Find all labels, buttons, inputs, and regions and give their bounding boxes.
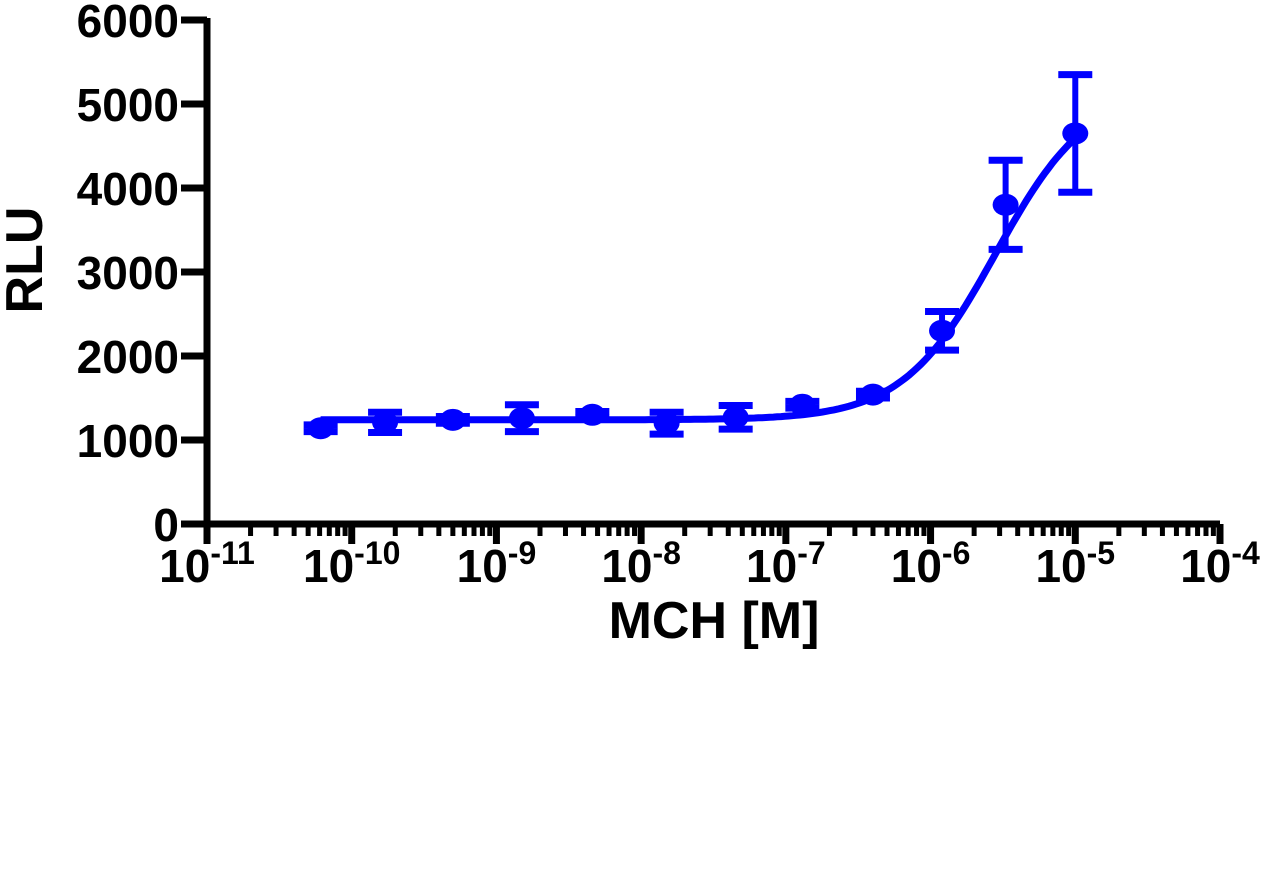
y-tick-label: 6000: [77, 0, 179, 47]
data-point: [988, 156, 1023, 253]
data-marker: [859, 383, 886, 406]
x-tick-label: 10-8: [601, 535, 681, 592]
tick-labels: 0 1000 2000 3000 4000 5000 6000 10-11 10-10 10-9 1…: [77, 0, 1260, 592]
data-point: [785, 393, 820, 416]
data-point: [718, 402, 753, 433]
x-tick-label: 10-10: [303, 535, 400, 592]
data-marker: [789, 393, 816, 416]
data-point: [303, 417, 338, 440]
data-point: [925, 307, 960, 354]
tick-marks: [181, 16, 1224, 544]
data-marker: [929, 319, 956, 342]
data-marker: [439, 408, 466, 431]
data-points: [303, 71, 1093, 440]
data-marker: [307, 417, 334, 440]
y-tick-label: 5000: [77, 79, 179, 131]
data-marker: [508, 407, 535, 430]
data-marker: [992, 193, 1019, 216]
data-marker: [1062, 122, 1089, 145]
data-point: [649, 408, 684, 438]
x-tick-label: 10-11: [159, 535, 255, 592]
x-tick-label: 10-6: [891, 535, 971, 592]
y-tick-label: 1000: [77, 415, 179, 467]
y-tick-label: 0: [153, 499, 179, 551]
data-point: [855, 383, 890, 406]
fit-curve: [320, 135, 1078, 424]
data-point: [575, 403, 610, 426]
y-axis-label: RLU: [0, 207, 54, 314]
x-tick-label: 10-4: [1180, 535, 1260, 592]
data-marker: [653, 412, 680, 435]
y-tick-label: 4000: [77, 163, 179, 215]
x-tick-label: 10-9: [457, 535, 537, 592]
data-marker: [722, 406, 749, 429]
axes: [203, 18, 1220, 528]
x-tick-label: 10-5: [1035, 535, 1115, 592]
data-point: [504, 401, 539, 436]
data-point: [1058, 71, 1093, 196]
data-marker: [579, 403, 606, 426]
y-tick-label: 3000: [77, 247, 179, 299]
y-tick-label: 2000: [77, 331, 179, 383]
data-point: [368, 408, 403, 436]
x-tick-label: 10-7: [746, 535, 826, 592]
data-marker: [372, 411, 399, 434]
data-point: [435, 408, 470, 431]
x-axis-label: MCH [M]: [609, 592, 820, 650]
